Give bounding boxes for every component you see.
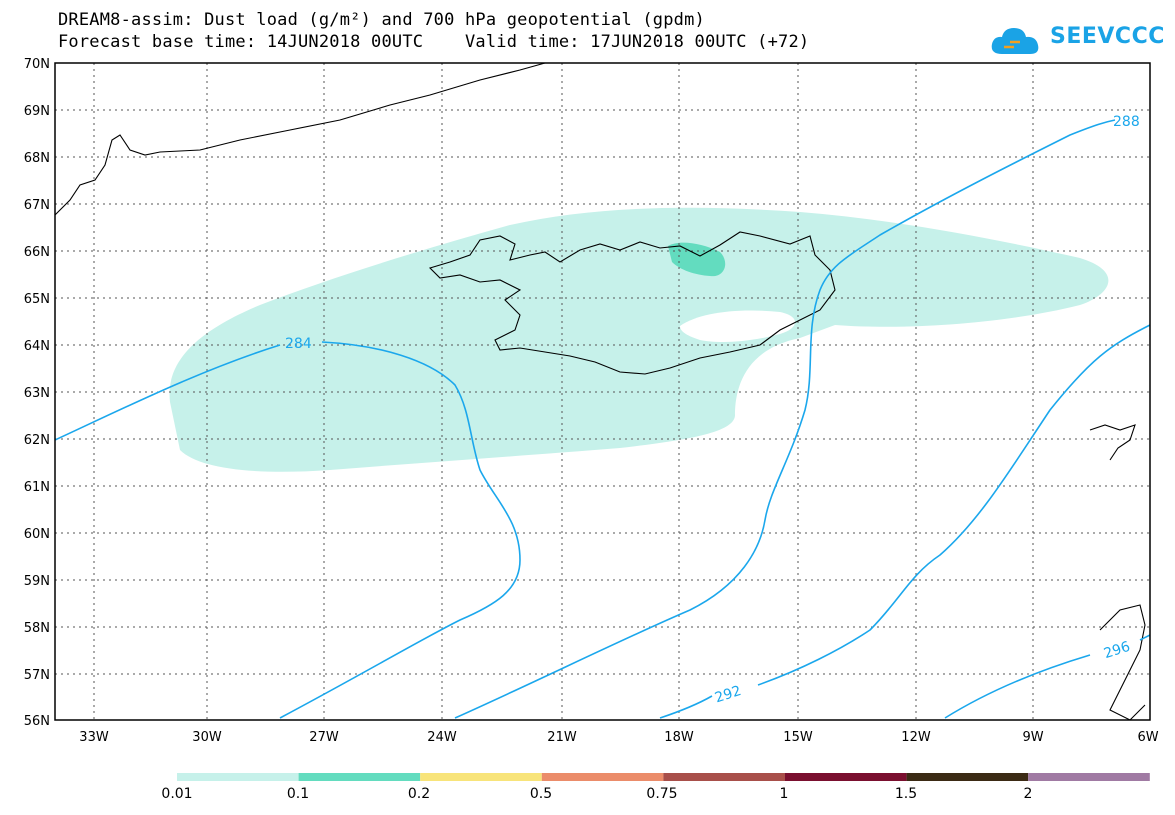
legend-color-swatch (541, 773, 664, 781)
lat-label: 60N (24, 527, 50, 542)
contour-label-284: 284 (285, 336, 312, 352)
legend-color-swatch (663, 773, 785, 781)
lat-label: 57N (24, 668, 50, 683)
legend-label: 0.1 (286, 786, 310, 802)
cloud-logo-icon (991, 28, 1039, 54)
lat-label: 64N (24, 339, 50, 354)
contour-296 (944, 634, 1151, 719)
legend-colorbar (177, 773, 1150, 781)
geopotential-contours (54, 119, 1151, 719)
lon-label: 6W (1137, 730, 1158, 745)
legend-label: 0.2 (407, 786, 431, 802)
map-title: DREAM8-assim: Dust load (g/m²) and 700 h… (58, 10, 705, 30)
legend-color-swatch (298, 773, 421, 781)
lat-label: 56N (24, 714, 50, 729)
lat-label: 59N (24, 574, 50, 589)
legend-label: 0.5 (529, 786, 553, 802)
lat-label: 62N (24, 433, 50, 448)
lat-label: 61N (24, 480, 50, 495)
contour-288 (454, 119, 1116, 719)
lon-label: 30W (192, 730, 222, 745)
contour-label-288: 288 (1113, 114, 1140, 130)
coastlines (54, 62, 1146, 721)
legend-label: 1 (779, 786, 789, 802)
faroe-shetland-coast (1089, 424, 1136, 461)
lon-label: 12W (901, 730, 931, 745)
logo-text: SEEVCCC (1050, 24, 1165, 49)
scotland-coast (1099, 604, 1146, 721)
latitude-labels: 70N 69N 68N 67N 66N 65N 64N 63N 62N 61N … (24, 57, 50, 729)
legend-label: 1.5 (894, 786, 918, 802)
legend-color-swatch (785, 773, 907, 781)
lon-label: 33W (79, 730, 109, 745)
lat-label: 63N (24, 386, 50, 401)
legend-label: 0.75 (646, 786, 678, 802)
lon-label: 15W (783, 730, 813, 745)
legend-color-swatch (906, 773, 1029, 781)
legend-color-swatch (1028, 773, 1150, 781)
dust-area-clear-patch (680, 310, 795, 342)
lat-lon-grid (55, 63, 1150, 720)
lat-label: 69N (24, 104, 50, 119)
lon-label: 27W (309, 730, 339, 745)
legend-color-swatch (420, 773, 542, 781)
forecast-times: Forecast base time: 14JUN2018 00UTC Vali… (58, 32, 810, 52)
map-frame (54, 62, 1151, 721)
lat-label: 58N (24, 621, 50, 636)
contour-label-292: 292 (713, 683, 743, 706)
lat-label: 65N (24, 292, 50, 307)
contour-292 (659, 324, 1151, 719)
legend-color-swatch (177, 773, 299, 781)
lat-label: 66N (24, 245, 50, 260)
lon-label: 18W (664, 730, 694, 745)
legend-label: 0.01 (161, 786, 193, 802)
longitude-labels: 33W 30W 27W 24W 21W 18W 15W 12W 9W 6W (79, 730, 1158, 745)
lon-label: 9W (1022, 730, 1043, 745)
greenland-coast (54, 62, 546, 216)
iceland-coast (428, 231, 836, 375)
lon-label: 24W (427, 730, 457, 745)
lat-label: 67N (24, 198, 50, 213)
legend-label: 2 (1023, 786, 1033, 802)
contour-label-296: 296 (1102, 639, 1132, 663)
lon-label: 21W (547, 730, 577, 745)
lat-label: 68N (24, 151, 50, 166)
lat-label: 70N (24, 57, 50, 72)
dust-area-low (169, 207, 1109, 472)
contour-284 (54, 341, 521, 719)
